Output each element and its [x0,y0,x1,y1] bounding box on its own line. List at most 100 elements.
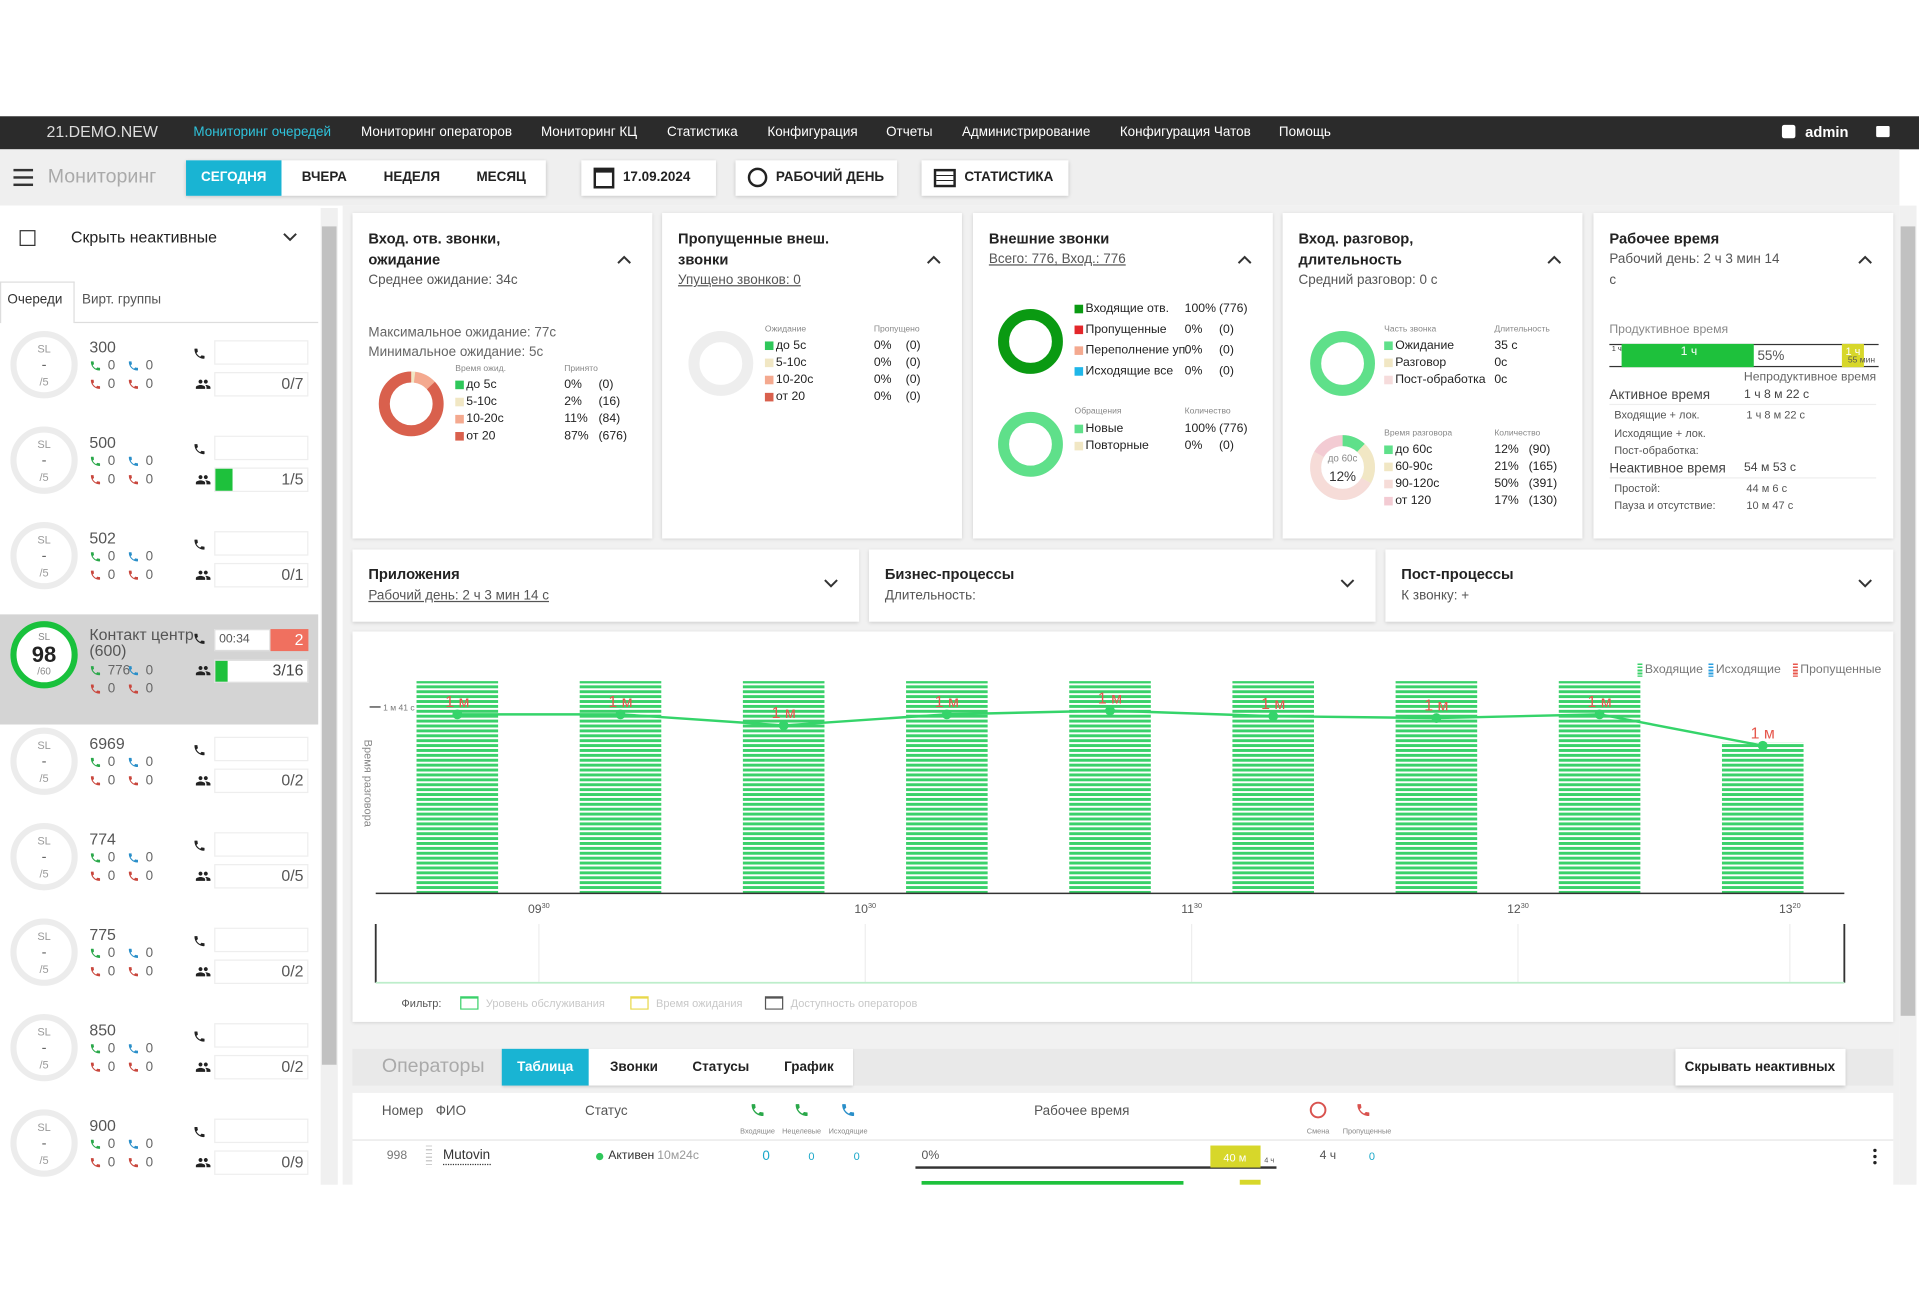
period-button[interactable]: МЕСЯЦ [476,170,526,185]
line-value-label: 1 м [1587,694,1611,711]
operators-tab[interactable]: График [784,1059,834,1075]
period-button[interactable]: НЕДЕЛЯ [383,170,441,185]
legend-name: Ожидание [1395,339,1455,353]
legend-percent: 87% [564,429,589,444]
sidebar-tab[interactable]: Очереди [7,292,63,308]
hide-button[interactable] [1675,1048,1846,1086]
card [1282,212,1583,539]
nav-item[interactable]: Конфигурация [767,124,858,140]
nav-item[interactable]: Отчеты [886,124,933,140]
legend-count: (676) [598,429,628,444]
period-button[interactable]: СЕГОДНЯ [201,170,267,185]
page-scroll-thumb[interactable] [1900,226,1916,1016]
queue-name[interactable]: 774 [89,829,116,849]
operators-tab[interactable]: Таблица [517,1059,574,1075]
queue-name[interactable]: 502 [89,528,116,548]
agents-fill [215,468,233,491]
sidebar-tab[interactable]: Вирт. группы [81,292,162,308]
legend-duration: 0с [1494,356,1508,370]
nav-item[interactable]: Помощь [1278,124,1331,140]
filter-icon[interactable] [630,996,649,1010]
message-icon[interactable] [1876,126,1890,138]
card-subtitle[interactable]: Упущено звонков: 0 [678,272,801,288]
work-line [915,1166,1277,1169]
legend-swatch [455,397,464,407]
toolbar-button-label[interactable]: СТАТИСТИКА [964,170,1054,185]
operator-work-percent: 0% [921,1149,940,1163]
nav-item[interactable]: Администрирование [961,124,1091,140]
icon [128,361,138,371]
filter-icon[interactable] [460,996,479,1010]
legend-percent: 2% [564,395,582,409]
queue-count: 0 [145,964,154,980]
toolbar-button-label[interactable]: РАБОЧИЙ ДЕНЬ [775,170,885,185]
queue-name[interactable]: 775 [89,925,116,944]
agents-box [214,467,309,492]
drag-handle[interactable] [425,1145,433,1168]
filter-icon[interactable] [764,996,784,1010]
icon [1357,1104,1370,1116]
filter-item[interactable]: Доступность операторов [790,997,918,1010]
queue-name[interactable]: 500 [89,433,116,452]
queue-count: 0 [145,773,154,789]
user-name[interactable]: admin [1805,123,1849,141]
card-header: Внешние звонки Всего: 776, Вход.: 776 [989,229,1160,271]
legend-label[interactable]: Исходящие [1715,663,1781,677]
card [352,549,860,622]
legend-icon [1708,663,1714,677]
legend-name: Пост-обработка [1395,373,1486,387]
panel-subtitle[interactable]: Рабочий день: 2 ч 3 мин 14 с [368,588,549,604]
hide-button-label[interactable]: Скрывать неактивных [1684,1059,1836,1075]
legend-name: Исходящие все [1085,364,1174,379]
toolbar-button[interactable] [581,160,716,196]
icon [194,539,205,550]
operator-name[interactable]: Mutovin [443,1148,491,1166]
filter-item[interactable]: Уровень обслуживания [485,997,605,1010]
queue-name[interactable]: 900 [89,1116,116,1135]
filter-label[interactable]: Скрыть неактивные [70,227,218,246]
operators-tab[interactable]: Звонки [610,1059,658,1075]
nav-item[interactable]: Мониторинг очередей [193,124,332,140]
icon [195,871,211,881]
icon [195,1158,211,1168]
legend-swatch [764,341,774,351]
menu-bar[interactable] [13,176,34,180]
card-subtitle: Среднее ожидание: 34с [368,272,518,288]
sl-ring [10,426,78,494]
operators-tab[interactable]: Статусы [692,1059,750,1075]
menu-bar[interactable] [13,168,34,172]
toolbar-button-label[interactable]: 17.09.2024 [622,170,691,185]
calls-box [214,1023,309,1048]
queue-name[interactable]: 300 [89,337,116,357]
legend-name: до 60с [1395,443,1433,457]
agents-box [214,1054,309,1080]
card-subtitle[interactable]: Всего: 776, Вход.: 776 [988,252,1126,267]
filter-item[interactable]: Время ожидания [655,997,743,1010]
queue-name[interactable]: 850 [89,1020,116,1040]
legend-label[interactable]: Входящие [1644,663,1703,677]
chevron [283,233,297,242]
queue-count: 0 [145,681,154,697]
calls-box [214,340,309,365]
period-button[interactable]: ВЧЕРА [301,170,347,185]
queue-count: 0 [107,964,116,980]
legend-count: (0) [905,356,921,370]
nav-item[interactable]: Статистика [666,124,738,140]
queue-name[interactable]: Контакт центр (600) [89,625,194,660]
nav-item[interactable]: Конфигурация Чатов [1119,124,1251,140]
page-title: Мониторинг [47,166,157,188]
legend-name: Новые [1085,422,1124,436]
nav-item[interactable]: Мониторинг КЦ [540,124,638,140]
menu-bar[interactable] [13,183,34,187]
donut-track [688,331,754,396]
sidebar-scroll-thumb[interactable] [321,226,337,1065]
checkbox[interactable] [19,230,36,246]
queue-name[interactable]: 6969 [89,734,125,753]
x-tick-label: 1230 [1507,901,1529,916]
legend-label[interactable]: Пропущенные [1800,663,1882,677]
queue-count: 0 [145,567,154,583]
work-label: Непродуктивное время [1743,370,1877,385]
nav-item[interactable]: Мониторинг операторов [361,124,513,140]
panel-subtitle: К звонку: + [1401,588,1470,604]
